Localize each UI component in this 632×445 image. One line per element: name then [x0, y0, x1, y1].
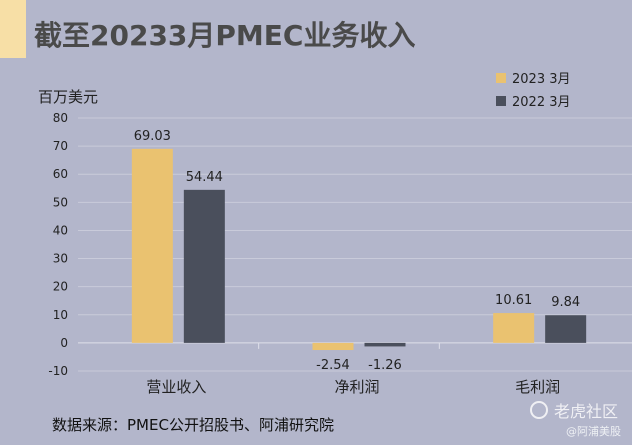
y-tick-label: -10: [48, 364, 68, 378]
bar-2023-2: [493, 313, 535, 343]
watermark-brand: 老虎社区: [554, 402, 619, 421]
chart-title: 截至20233月PMEC业务收入: [34, 19, 416, 52]
bar-2022-1: [364, 342, 406, 347]
tiger-logo-icon: [530, 401, 548, 419]
data-label: -1.26: [368, 358, 402, 373]
y-tick-label: 20: [53, 280, 68, 294]
data-label: -2.54: [316, 358, 350, 373]
y-tick-label: 70: [53, 139, 68, 153]
legend-label-2023: 2023 3月: [512, 72, 571, 87]
y-tick-label: 60: [53, 167, 68, 181]
data-label: 9.84: [551, 295, 580, 310]
bar-2023-0: [131, 148, 173, 343]
y-tick-label: 50: [53, 195, 68, 209]
legend-swatch-2023: [496, 72, 506, 83]
y-tick-label: 40: [53, 223, 68, 237]
data-label: 69.03: [134, 129, 171, 144]
legend-item-2023: 2023 3月: [496, 66, 571, 89]
bar-2023-1: [312, 342, 354, 351]
y-tick-label: 80: [53, 111, 68, 125]
legend-item-2022: 2022 3月: [496, 89, 571, 112]
bar-2022-2: [545, 315, 587, 343]
legend-swatch-2022: [496, 95, 506, 106]
watermark: 老虎社区: [530, 398, 618, 422]
bar-2022-0: [183, 189, 225, 343]
legend: 2023 3月 2022 3月: [496, 66, 571, 112]
x-category-label: 毛利润: [515, 378, 560, 396]
y-axis-unit-label: 百万美元: [38, 88, 99, 106]
y-tick-label: 10: [53, 308, 68, 322]
data-label: 54.44: [186, 170, 223, 185]
y-tick-label: 30: [53, 252, 68, 266]
y-tick-label: 0: [60, 336, 68, 350]
data-source-note: 数据来源：PMEC公开招股书、阿浦研究院: [52, 416, 334, 434]
title-accent-bar: [0, 0, 26, 58]
x-category-label: 营业收入: [146, 378, 206, 396]
legend-label-2022: 2022 3月: [512, 95, 571, 110]
watermark-handle: @阿浦美股: [566, 425, 621, 438]
data-label: 10.61: [495, 293, 532, 308]
x-category-label: 净利润: [334, 378, 379, 396]
